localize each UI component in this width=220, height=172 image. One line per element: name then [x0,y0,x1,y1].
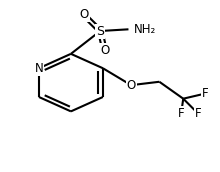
Text: F: F [202,87,208,100]
Text: O: O [100,44,109,57]
Text: S: S [96,24,104,37]
Text: NH₂: NH₂ [134,23,156,36]
Text: O: O [126,79,136,92]
Text: F: F [178,108,184,120]
Text: F: F [195,108,202,120]
Text: O: O [79,8,89,22]
Text: N: N [35,62,43,75]
